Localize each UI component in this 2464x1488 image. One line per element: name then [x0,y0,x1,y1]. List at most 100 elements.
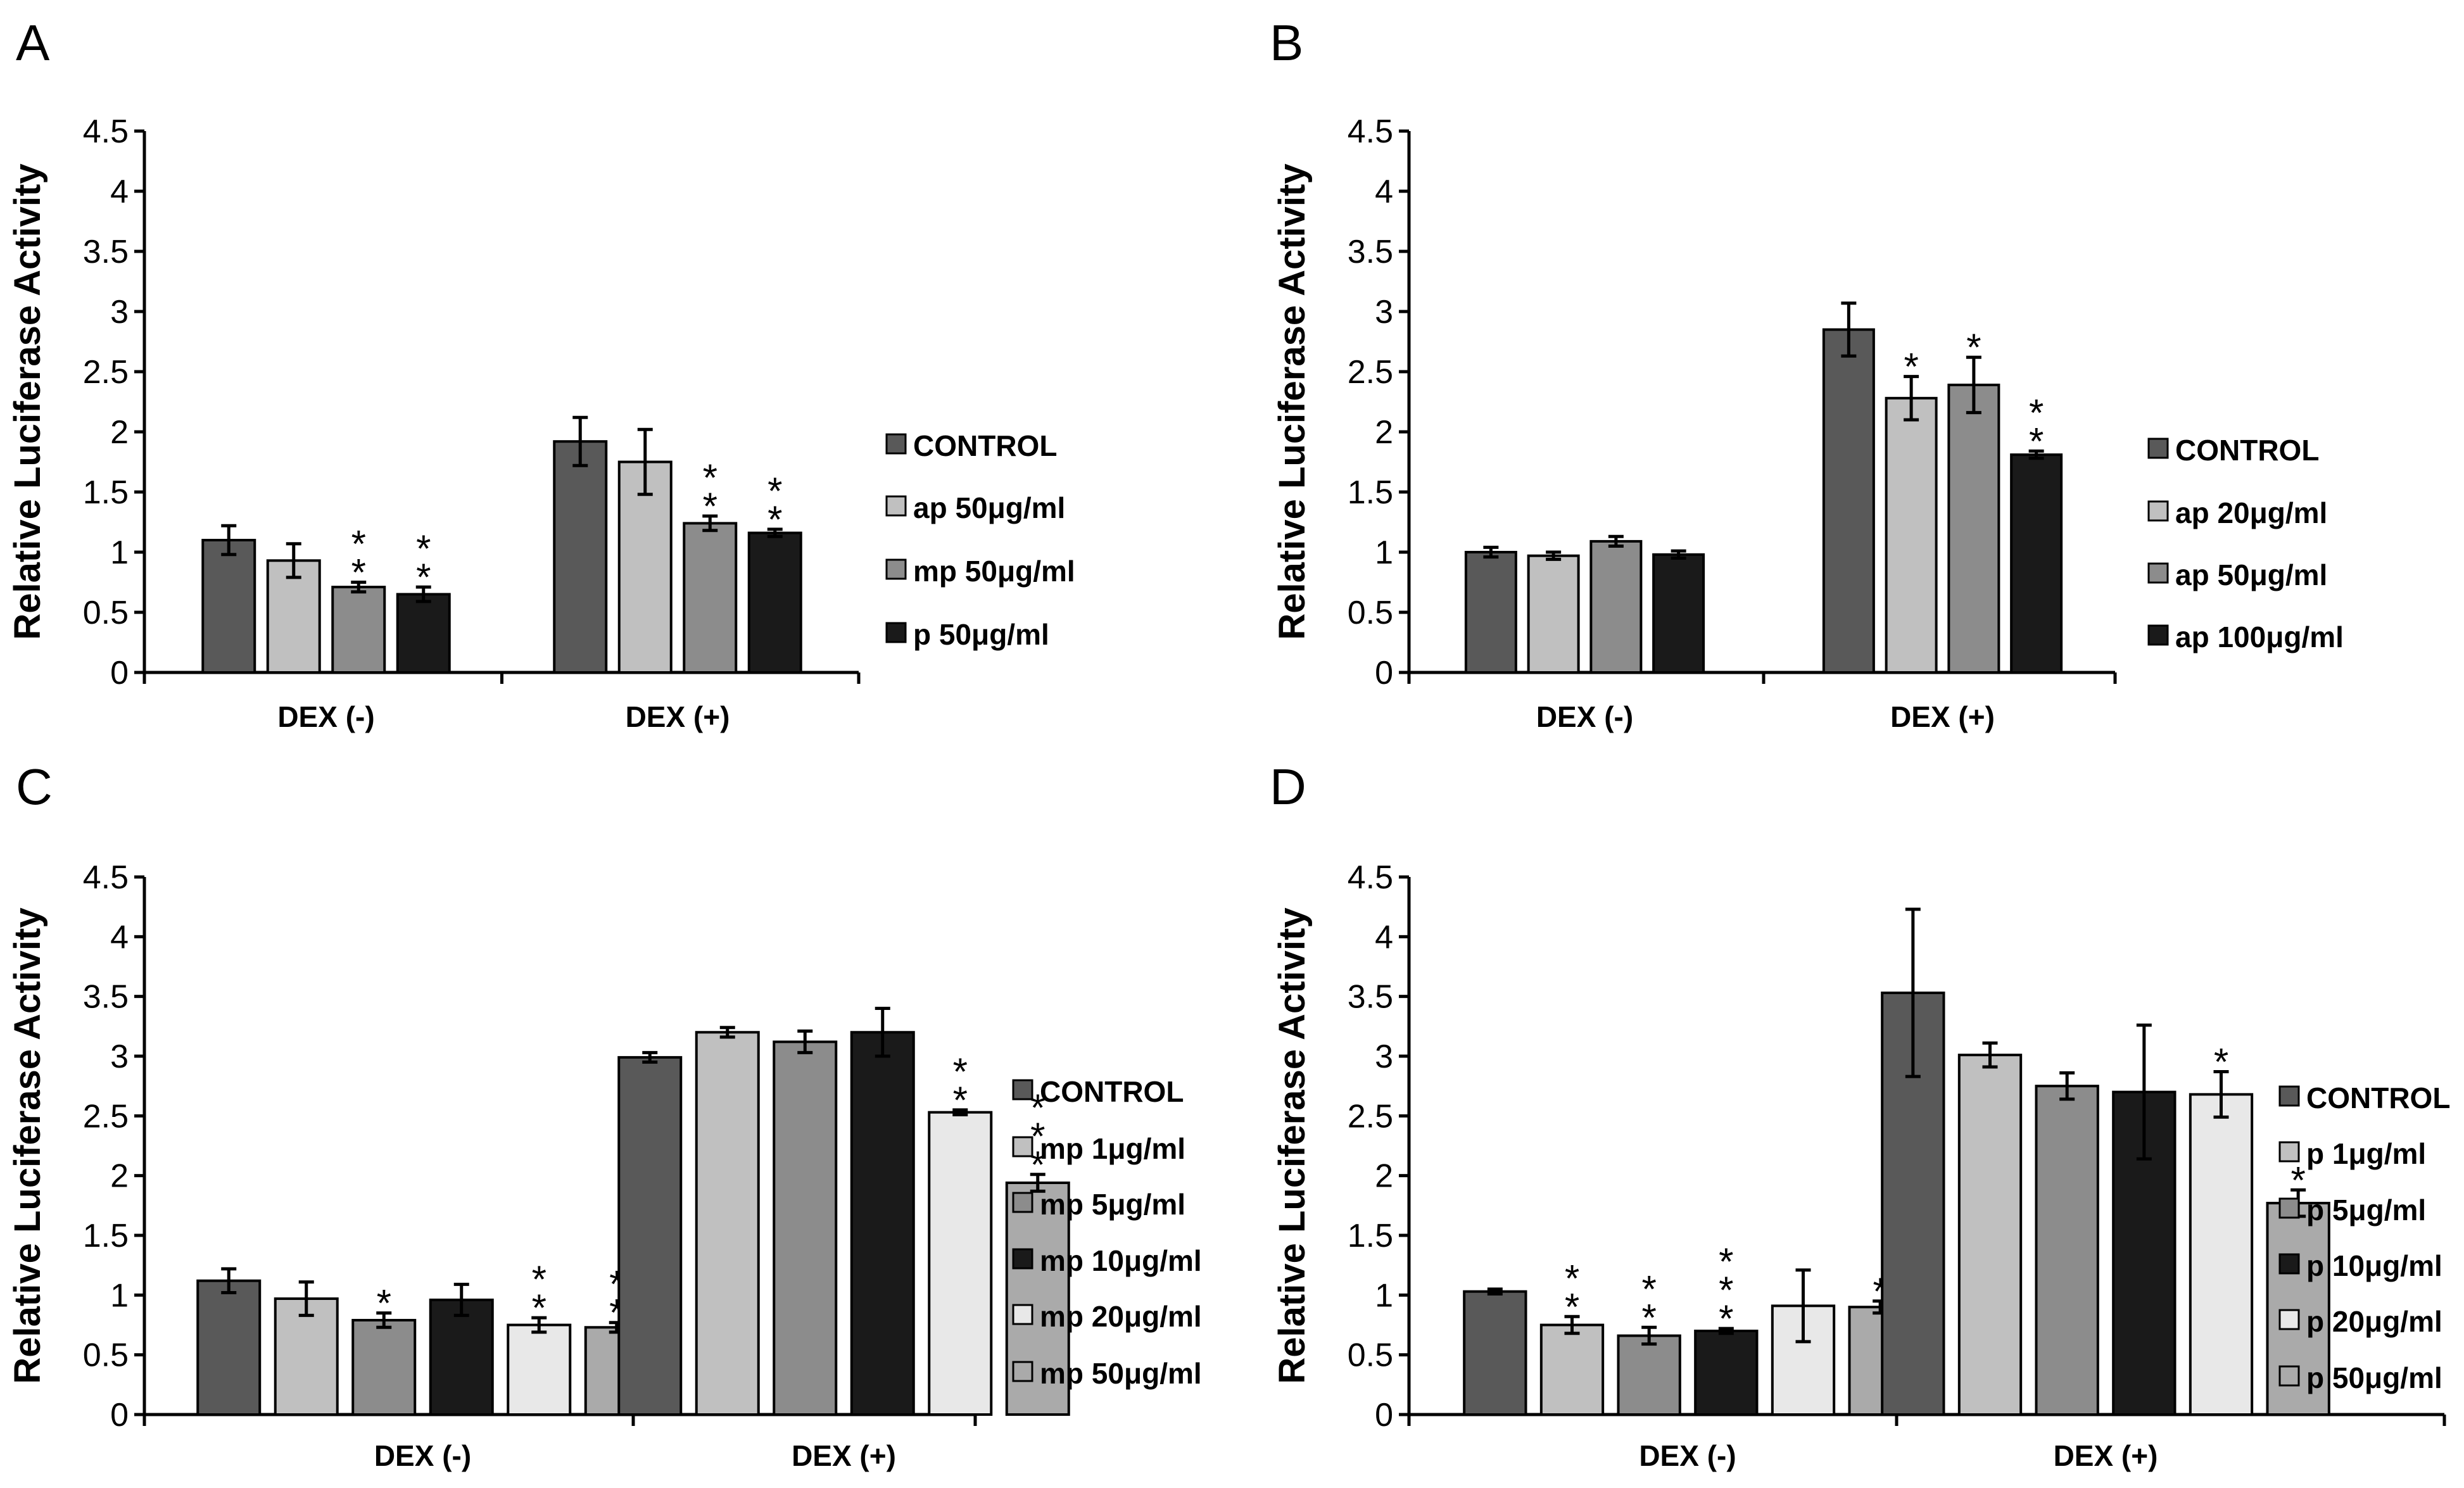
y-tick-label: 4 [110,173,129,210]
legend: CONTROL ap 20μg/ml ap 50μg/ml ap 100μg/ml [2147,434,2344,653]
y-tick-label: 2.5 [1348,1098,1393,1135]
significance-marker: * [768,498,782,541]
bar [553,440,608,674]
bar [1589,539,1643,674]
x-category-label: DEX (+) [792,1439,896,1472]
legend-label: p 1μg/ml [2306,1137,2426,1170]
significance-marker: * [768,470,782,512]
y-tick-label: 4.5 [83,113,129,150]
legend-swatch [885,495,907,517]
y-tick-label: 3 [1375,294,1393,331]
bar [850,1031,915,1416]
legend-label: CONTROL [2306,1081,2450,1114]
legend-label: CONTROL [1040,1075,1184,1108]
bar [1947,383,2000,674]
bar [201,539,256,674]
chart-panel-c: C 0 0.5 1 1.5 2 2.5 3 3.5 4 4.5 Relative Luciferase… [7,759,1202,1472]
bar [1527,554,1580,674]
significance-marker: * [416,527,431,570]
significance-marker: * [1030,1115,1045,1157]
y-tick-label: 4 [1375,919,1393,955]
significance-marker: * [2290,1159,2305,1201]
x-category-label: DEX (-) [277,700,374,733]
bar [331,586,386,674]
legend-label: p 20μg/ml [2306,1305,2442,1338]
legend-swatch [2278,1309,2300,1330]
bar [928,1111,993,1416]
legend-swatch [2278,1197,2300,1219]
significance-marker: * [953,1050,968,1093]
significance-marker: * [2029,391,2044,434]
y-tick-label: 3.5 [1348,234,1393,270]
y-tick-label: 2 [110,1158,129,1195]
significance-marker: * [1719,1240,1733,1283]
y-tick-label: 2 [1375,1158,1393,1195]
y-axis-label: Relative Luciferase Activity [7,163,48,640]
y-tick-label: 0.5 [1348,595,1393,631]
chart-panel-d: D 0 0.5 1 1.5 2 2.5 3 3.5 4 4.5 Relative Luciferase… [1270,759,2450,1472]
y-tick-label: 1 [1375,534,1393,571]
y-tick-label: 1.5 [83,474,129,511]
legend-label: mp 50μg/ml [913,555,1075,588]
panel-letter: D [1270,759,1306,815]
x-category-label: DEX (+) [1890,700,1995,733]
y-tick-label: 3 [1375,1038,1393,1075]
significance-marker: * [532,1287,547,1329]
significance-marker: * [532,1258,547,1301]
y-tick-label: 2.5 [1348,354,1393,391]
legend-label: p 50μg/ml [913,618,1049,651]
significance-marker: * [703,485,717,527]
y-tick-label: 0.5 [83,1337,129,1374]
bar [1822,328,1875,674]
y-tick-label: 4 [1375,173,1393,210]
x-category-label: DEX (-) [374,1439,471,1472]
legend-swatch [1012,1361,1033,1382]
legend-swatch [2147,438,2169,459]
legend-label: mp 10μg/ml [1040,1244,1202,1277]
y-tick-label: 0 [1375,655,1393,691]
bar [747,531,802,674]
legend-swatch [885,558,907,580]
bar [1464,551,1517,674]
bar [1463,1290,1527,1416]
legend-swatch [1012,1192,1033,1213]
significance-marker: * [1641,1268,1656,1310]
y-tick-label: 2.5 [83,354,129,391]
y-tick-label: 1.5 [83,1218,129,1254]
y-tick-label: 3 [110,294,129,331]
legend-swatch [2147,500,2169,522]
bar [1694,1329,1759,1416]
y-tick-label: 2.5 [83,1098,129,1135]
significance-marker: * [1719,1297,1733,1340]
bar [2189,1093,2254,1416]
legend-label: CONTROL [913,429,1057,462]
x-category-label: DEX (-) [1536,700,1633,733]
x-category-label: DEX (+) [2054,1439,2158,1472]
chart-panel-b: B 0 0.5 1 1.5 2 2.5 3 3.5 4 4.5 Relative Luciferase… [1270,15,2344,733]
y-axis-label: Relative Luciferase Activity [1272,907,1313,1384]
y-tick-label: 1.5 [1348,1218,1393,1254]
y-tick-label: 3.5 [83,234,129,270]
significance-marker: * [1565,1285,1579,1328]
legend-label: mp 50μg/ml [1040,1357,1202,1390]
significance-marker: * [2214,1041,2228,1083]
bar [1957,1054,2023,1416]
significance-marker: * [1030,1144,1045,1186]
legend-swatch [2278,1085,2300,1107]
legend-label: p 50μg/ml [2306,1361,2442,1394]
y-tick-label: 0.5 [83,595,129,631]
x-category-label: DEX (-) [1639,1439,1736,1472]
significance-marker: * [2029,420,2044,462]
significance-marker: * [1719,1269,1733,1311]
legend-swatch [2278,1253,2300,1275]
legend: CONTROL mp 1μg/ml mp 5μg/ml mp 10μg/ml mp 20… [1012,1075,1202,1390]
legend-swatch [2278,1141,2300,1163]
legend-label: ap 50μg/ml [2175,558,2327,591]
y-tick-label: 3.5 [83,979,129,1016]
y-tick-label: 1 [110,534,129,571]
significance-marker: * [953,1079,968,1121]
legend-label: mp 20μg/ml [1040,1300,1202,1333]
legend-label: ap 50μg/ml [913,491,1065,524]
panel-letter: C [16,759,53,815]
